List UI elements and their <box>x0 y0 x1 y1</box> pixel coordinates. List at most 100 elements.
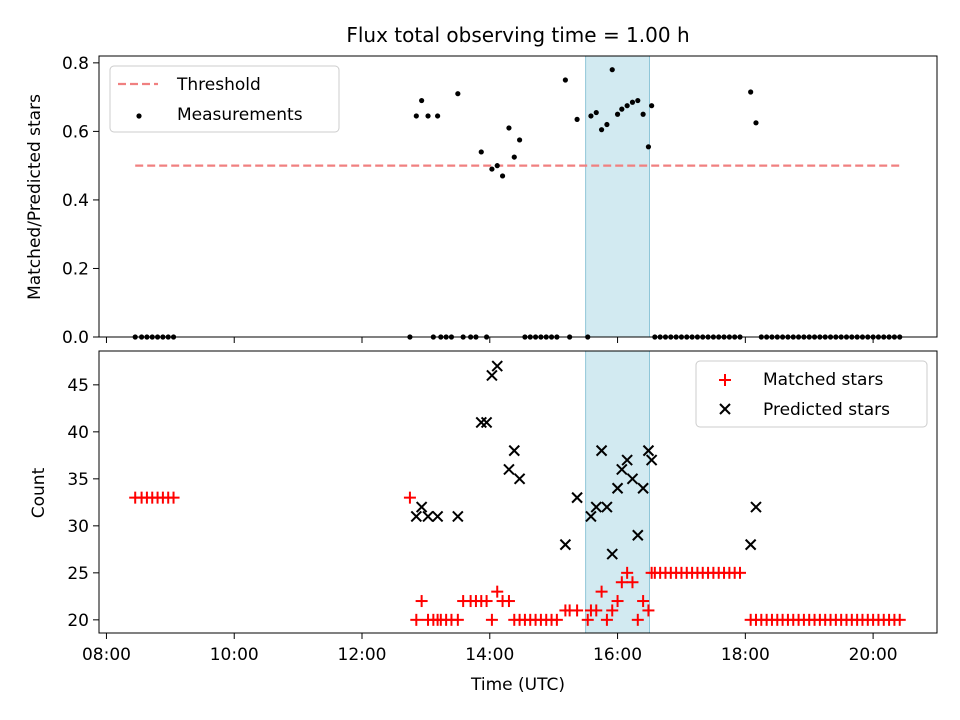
predicted-stars-point <box>571 491 583 504</box>
predicted-stars-point <box>415 501 428 513</box>
predicted-stars-point <box>642 444 655 457</box>
predicted-stars-point <box>559 538 572 551</box>
measurement-point <box>588 113 594 119</box>
measurement-point <box>753 120 759 126</box>
predicted-stars-point <box>611 482 624 494</box>
predicted-stars-point <box>431 510 444 523</box>
matched-stars-point <box>631 613 644 626</box>
predicted-stars-point <box>595 444 608 457</box>
x-tick-label: 08:00 <box>82 645 131 665</box>
top-y-axis-label: Matched/Predicted stars <box>25 94 45 300</box>
top-y-tick-label: 0.0 <box>62 328 89 348</box>
measurement-point <box>604 121 610 128</box>
matched-stars-point <box>590 604 603 617</box>
measurement-point <box>511 154 517 160</box>
x-tick-label: 16:00 <box>593 645 642 665</box>
predicted-stars-point <box>513 473 526 485</box>
predicted-stars-point <box>606 548 618 560</box>
x-tick-label: 14:00 <box>465 645 514 665</box>
measurement-point <box>645 144 652 150</box>
measurement-point <box>499 173 506 179</box>
bot-y-tick-label: 20 <box>67 611 89 631</box>
predicted-stars-point <box>590 501 602 513</box>
bottom-panel: 20 25 30 35 40 45 08:00 10:00 12:00 14:00 16:00 18… <box>29 350 938 695</box>
matched-stars-point <box>626 576 639 589</box>
measurement-point <box>574 116 580 122</box>
measurement-point <box>494 163 500 169</box>
matched-stars-point <box>502 595 515 608</box>
top-legend-box <box>109 65 340 133</box>
measurement-point <box>614 111 621 117</box>
measurement-point <box>593 109 599 116</box>
matched-legend-label: Matched stars <box>763 370 883 390</box>
measurement-point <box>624 103 630 109</box>
x-tick-label: 10:00 <box>210 645 259 665</box>
measurement-point <box>413 113 419 119</box>
measurement-point <box>609 67 615 73</box>
predicted-stars-point <box>486 369 498 382</box>
predicted-stars-point <box>480 416 493 429</box>
measurement-point <box>506 125 512 131</box>
predicted-stars-point <box>645 454 658 466</box>
measurement-point <box>619 106 625 112</box>
matched-stars-point <box>491 585 504 598</box>
x-tick-label: 12:00 <box>338 645 387 665</box>
threshold-legend-label: Threshold <box>176 75 261 95</box>
top-y-tick-label: 0.4 <box>62 191 89 211</box>
predicted-stars-point <box>744 538 757 551</box>
x-tick-label: 20:00 <box>849 645 898 665</box>
predicted-stars-point <box>491 360 503 372</box>
measurement-point <box>640 111 646 117</box>
bottom-legend: Matched stars Predicted stars <box>695 360 928 428</box>
predicted-legend-label: Predicted stars <box>763 400 890 420</box>
predicted-stars-point <box>410 510 423 523</box>
measurements-legend-swatch <box>136 113 142 119</box>
matched-stars-point <box>403 491 416 504</box>
top-panel: 0.00.20.40.60.8 Matched/Predicted stars … <box>25 54 938 348</box>
matched-legend-swatch <box>719 374 731 386</box>
measurements-legend-label: Measurements <box>177 105 303 125</box>
predicted-stars-point <box>475 416 487 429</box>
measurement-point <box>748 89 754 95</box>
predicted-stars-point <box>632 529 644 541</box>
measurement-point <box>478 149 484 155</box>
bot-y-tick-label: 45 <box>67 376 89 396</box>
matched-stars-point <box>480 595 493 608</box>
measurement-point <box>489 166 495 172</box>
bot-y-tick-label: 35 <box>67 470 89 490</box>
x-axis-label: Time (UTC) <box>470 675 565 695</box>
matched-stars-point <box>595 585 608 598</box>
predicted-stars-point <box>422 510 434 523</box>
measurement-point <box>425 113 431 119</box>
top-y-tick-label: 0.2 <box>62 259 89 279</box>
predicted-stars-point <box>452 510 464 523</box>
matched-stars-point <box>485 613 498 626</box>
matched-stars-point <box>637 595 650 608</box>
measurement-point <box>455 91 461 97</box>
bottom-panel-frame <box>98 350 938 634</box>
predicted-stars-point <box>626 473 639 485</box>
measurement-point <box>435 113 441 119</box>
top-panel-frame <box>98 55 938 338</box>
measurement-point <box>635 97 641 104</box>
measurement-point <box>649 103 655 109</box>
matched-stars-point <box>571 604 584 617</box>
matched-stars-point <box>642 604 655 617</box>
matched-stars-point <box>167 491 180 504</box>
matched-stars-point <box>621 566 634 579</box>
predicted-stars-point <box>601 501 613 513</box>
matched-stars-point <box>410 613 423 626</box>
chart-title: Flux total observing time = 1.00 h <box>346 23 689 47</box>
matched-stars-point <box>615 576 628 589</box>
measurement-point <box>419 97 425 104</box>
measurement-point <box>629 99 636 105</box>
matched-stars-point <box>611 595 624 608</box>
bottom-y-axis-label: Count <box>29 467 49 518</box>
bot-y-tick-label: 30 <box>67 517 89 537</box>
predicted-legend-swatch <box>719 403 731 415</box>
matched-stars-point <box>734 566 747 579</box>
predicted-stars-point <box>585 510 597 523</box>
matched-stars-point <box>893 613 906 626</box>
predicted-stars-point <box>508 444 520 457</box>
